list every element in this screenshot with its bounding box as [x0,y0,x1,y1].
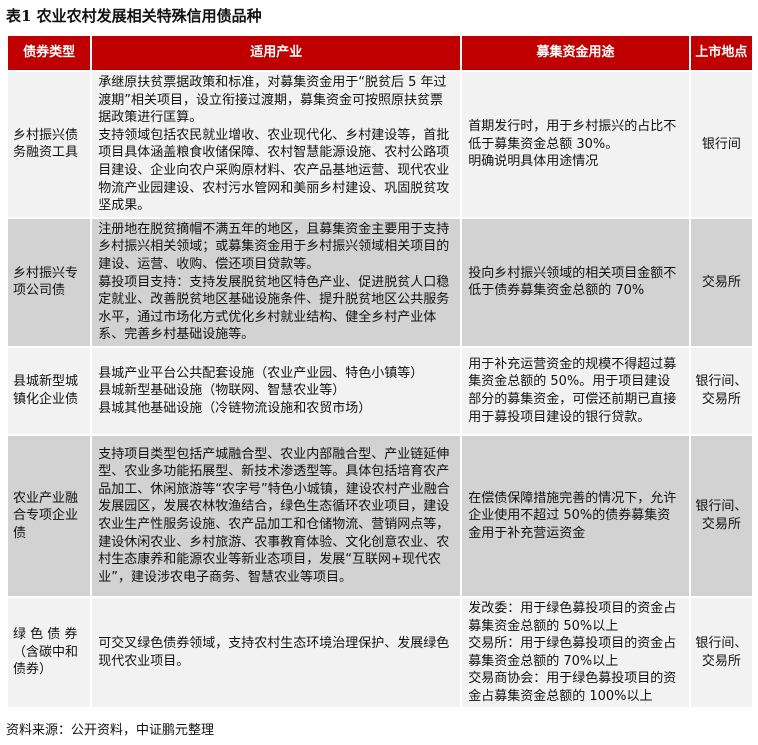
venue-cell-text: 交易所 [701,274,741,290]
industry-cell: 注册地在脱贫摘帽不满五年的地区，且募集资金主要用于支持乡村振兴相关领域；或募集资… [92,218,461,346]
table-header-row: 债券类型 适用产业 募集资金用途 上市地点 [8,36,752,70]
industry-cell-text: 承继原扶贫票据政策和标准，对募集资金用于“脱贫后 5 年过渡期”相关项目，设立衔… [98,75,447,126]
bond-table: 债券类型 适用产业 募集资金用途 上市地点 乡村振兴债务融资工具 承继原扶贫票据政… [6,34,754,709]
venue-cell-text: 银行间、交易所 [695,636,748,669]
table-row: 乡村振兴专项公司债 注册地在脱贫摘帽不满五年的地区，且募集资金主要用于支持乡村振兴… [8,218,752,346]
industry-cell-text: 县城新型基础设施（物联网、智慧农业等） [98,383,346,399]
fund-use-cell-text: 在偿债保障措施完善的情况下，允许企业使用不超过 50%的债券募集资金用于补充营运… [468,490,677,541]
venue-cell-text: 银行间、交易所 [695,374,748,407]
venue-cell-text: 银行间 [701,136,741,152]
fund-use-cell-text: 明确说明具体用途情况 [468,154,599,170]
fund-use-cell-text: 投向乡村振兴领域的相关项目金额不低于债券募集资金总额的 70% [468,265,677,299]
bond-type-cell-text: 乡村振兴专项公司债 [13,265,79,299]
bond-type-cell: 农业产业融合专项企业债 [8,435,91,596]
industry-cell: 支持项目类型包括产城融合型、农业内部融合型、产业链延伸型、农业多功能拓展型、新技… [92,435,461,596]
fund-use-cell-text: 交易商协会：用于绿色募投项目的资金占募集资金总额的 100%以上 [468,671,677,704]
industry-cell: 承继原扶贫票据政策和标准，对募集资金用于“脱贫后 5 年过渡期”相关项目，设立衔… [92,72,461,217]
bond-type-cell-text: 农业产业融合专项企业债 [13,490,79,541]
industry-cell-text: 县城产业平台公共配套设施（农业产业园、特色小镇等） [98,365,424,381]
venue-cell: 银行间、交易所 [690,347,752,434]
venue-cell: 交易所 [690,218,752,346]
industry-cell-text: 可交叉绿色债券领域，支持农村生态环境治理保护、发展绿色现代农业项目。 [98,636,450,669]
fund-use-cell: 投向乡村振兴领域的相关项目金额不低于债券募集资金总额的 70% [462,218,689,346]
header-venue: 上市地点 [690,36,752,70]
bond-type-cell-text: 县城新型城镇化企业债 [13,374,79,407]
venue-cell: 银行间、交易所 [690,597,752,708]
header-type: 债券类型 [8,36,91,70]
bond-type-cell: 绿 色 债 券（含碳中和债券） [8,597,91,708]
industry-cell-text: 县城其他基础设施（冷链物流设施和农贸市场） [98,400,372,416]
fund-use-cell-text: 用于补充运营资金的规模不得超过募集资金总额的 50%。用于项目建设部分的募集资金… [468,356,677,425]
bond-type-cell: 乡村振兴债务融资工具 [8,72,91,217]
bond-type-cell-text: 乡村振兴债务融资工具 [13,127,79,161]
industry-cell: 可交叉绿色债券领域，支持农村生态环境治理保护、发展绿色现代农业项目。 [92,597,461,708]
venue-cell: 银行间、交易所 [690,435,752,596]
fund-use-cell: 首期发行时，用于乡村振兴的占比不低于募集资金总额 30%。明确说明具体用途情况 [462,72,689,217]
industry-cell-text: 募投项目支持：支持发展脱贫地区特色产业、促进脱贫人口稳定就业、改善脱贫地区基础设… [98,274,450,343]
industry-cell-text: 支持领域包括农民就业增收、农业现代化、乡村建设等，首批项目具体涵盖粮食收储保障、… [98,127,450,214]
industry-cell-text: 支持项目类型包括产城融合型、农业内部融合型、产业链延伸型、农业多功能拓展型、新技… [98,446,450,585]
industry-cell: 县城产业平台公共配套设施（农业产业园、特色小镇等） 县城新型基础设施（物联网、智慧… [92,347,461,434]
fund-use-cell: 发改委：用于绿色募投项目的资金占募集资金总额的 50%以上 交易所：用于绿色募投项… [462,597,689,708]
header-use: 募集资金用途 [462,36,689,70]
fund-use-cell-text: 交易所：用于绿色募投项目的资金占募集资金总额的 70%以上 [468,636,677,669]
bond-type-cell: 县城新型城镇化企业债 [8,347,91,434]
bond-type-cell-text: 绿 色 债 券（含碳中和债券） [13,627,79,678]
industry-cell-text: 注册地在脱贫摘帽不满五年的地区，且募集资金主要用于支持乡村振兴相关领域；或募集资… [98,221,450,272]
fund-use-cell-text: 首期发行时，用于乡村振兴的占比不低于募集资金总额 30%。 [468,118,677,152]
table-title: 表1 农业农村发展相关特殊信用债品种 [6,7,262,25]
table-row: 乡村振兴债务融资工具 承继原扶贫票据政策和标准，对募集资金用于“脱贫后 5 年过渡… [8,72,752,217]
fund-use-cell: 在偿债保障措施完善的情况下，允许企业使用不超过 50%的债券募集资金用于补充营运… [462,435,689,596]
bond-type-cell: 乡村振兴专项公司债 [8,218,91,346]
source-note: 资料来源：公开资料，中证鹏元整理 [6,723,215,738]
table-row: 农业产业融合专项企业债 支持项目类型包括产城融合型、农业内部融合型、产业链延伸型、… [8,435,752,596]
fund-use-cell: 用于补充运营资金的规模不得超过募集资金总额的 50%。用于项目建设部分的募集资金… [462,347,689,434]
table-row: 县城新型城镇化企业债 县城产业平台公共配套设施（农业产业园、特色小镇等） 县城新型基… [8,347,752,434]
venue-cell-text: 银行间、交易所 [695,499,748,532]
venue-cell: 银行间 [690,72,752,217]
header-industry: 适用产业 [92,36,461,70]
table-row: 绿 色 债 券（含碳中和债券） 可交叉绿色债券领域，支持农村生态环境治理保护、发展… [8,597,752,708]
fund-use-cell-text: 发改委：用于绿色募投项目的资金占募集资金总额的 50%以上 [468,600,677,634]
